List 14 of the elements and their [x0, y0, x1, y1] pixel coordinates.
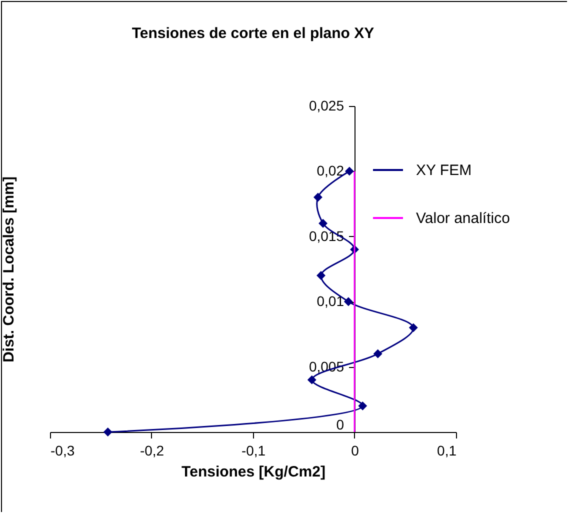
y-tick-label: 0 [336, 416, 344, 432]
chart-title: Tensiones de corte en el plano XY [132, 25, 374, 42]
x-tick-label: 0,1 [437, 442, 457, 458]
y-tick-label: 0,02 [316, 162, 344, 179]
x-tick-label: 0 [351, 442, 360, 458]
y-tick-label: 0,01 [316, 293, 344, 310]
y-tick-label: 0,025 [308, 98, 344, 114]
x-axis-title: Tensiones [Kg/Cm2] [182, 464, 326, 480]
legend-label: XY FEM [416, 162, 472, 179]
legend-label: Valor analítico [416, 210, 510, 227]
x-tick-label: -0,1 [241, 442, 266, 458]
x-tick-label: -0,2 [140, 442, 164, 458]
y-axis-title: Dist. Coord. Locales [mm] [0, 176, 18, 362]
x-tick-label: -0,3 [50, 442, 75, 458]
